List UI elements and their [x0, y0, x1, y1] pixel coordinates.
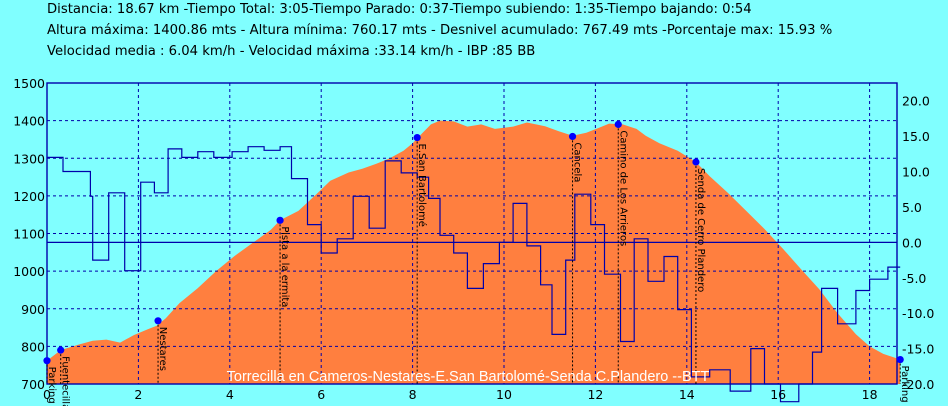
- slope-line-layer: [47, 146, 901, 403]
- waypoint-dot: [57, 346, 65, 354]
- waypoint-label: Camino de Los Arrieros: [617, 130, 628, 246]
- y2-tick-label: -15.0: [902, 342, 934, 357]
- x-tick-label: 6: [317, 387, 325, 402]
- y2-tick-label: 20.0: [902, 94, 930, 109]
- waypoint-label: Parking: [46, 367, 57, 404]
- x-tick-label: 14: [679, 387, 695, 402]
- altitude-area-layer: [47, 120, 901, 384]
- x-tick-label: 4: [226, 387, 234, 402]
- y-tick-label: 900: [21, 302, 45, 317]
- y-tick-label: 1300: [13, 151, 45, 166]
- waypoint-dot: [896, 355, 904, 364]
- x-tick-label: 0: [43, 387, 51, 402]
- y-tick-label: 1100: [13, 227, 45, 242]
- waypoint-label: Senda de Cerro Plandero: [695, 168, 706, 292]
- waypoint-dot: [413, 133, 421, 142]
- y-tick-label: 1200: [13, 189, 45, 204]
- waypoint-label: Parking: [899, 366, 910, 403]
- y2-tick-label: 0.0: [902, 235, 922, 250]
- waypoint-label: Cancela: [572, 142, 583, 182]
- chart-title: Torrecilla en Cameros-Nestares-E.San Bar…: [227, 369, 710, 385]
- y2-tick-label: -10.0: [902, 306, 934, 321]
- y-tick-label: 1400: [13, 114, 45, 129]
- waypoint-label: Nestares: [157, 327, 168, 371]
- y2-tick-label: -5.0: [902, 271, 926, 286]
- x-tick-label: 10: [496, 387, 512, 402]
- y2-tick-label: 15.0: [902, 129, 930, 144]
- y2-tick-label: 10.0: [902, 165, 930, 180]
- plot-frame: [46, 82, 898, 385]
- x-tick-label: 8: [409, 387, 417, 402]
- x-tick-label: 18: [862, 387, 878, 402]
- slope-line: [47, 146, 901, 403]
- waypoint-label: E.San Bartolomé: [416, 144, 428, 227]
- waypoint-dot: [568, 132, 577, 141]
- waypoint-label: Fuentecillas: [60, 356, 71, 406]
- stats-line-3: Velocidad media : 6.04 km/h - Velocidad …: [47, 44, 536, 59]
- y-tick-label: 700: [21, 377, 45, 392]
- y-tick-label: 1000: [13, 264, 45, 279]
- x-tick-label: 16: [770, 387, 786, 402]
- altitude-area: [47, 120, 901, 384]
- waypoint-dot: [692, 158, 700, 166]
- y2-tick-label: -20.0: [902, 377, 934, 392]
- waypoint-dot: [614, 120, 622, 128]
- waypoint-dot: [43, 357, 51, 365]
- stats-line-1: Distancia: 18.67 km -Tiempo Total: 3:05-…: [47, 2, 752, 17]
- y-tick-label: 800: [21, 339, 45, 354]
- x-tick-label: 2: [134, 387, 142, 402]
- y-tick-label: 1500: [13, 76, 45, 91]
- waypoint-dot: [154, 317, 162, 325]
- x-tick-label: 12: [587, 387, 603, 402]
- waypoint-label: Pista a la ermita: [279, 226, 290, 307]
- y2-tick-label: 5.0: [902, 200, 922, 215]
- axis-layer: 0 2 4 6 8 10 12 14 16 18 700 800 900 1000 1100 1200 1300…: [13, 76, 934, 402]
- waypoint-dot: [276, 216, 284, 224]
- stats-line-2: Altura máxima: 1400.86 mts - Altura míni…: [47, 23, 833, 38]
